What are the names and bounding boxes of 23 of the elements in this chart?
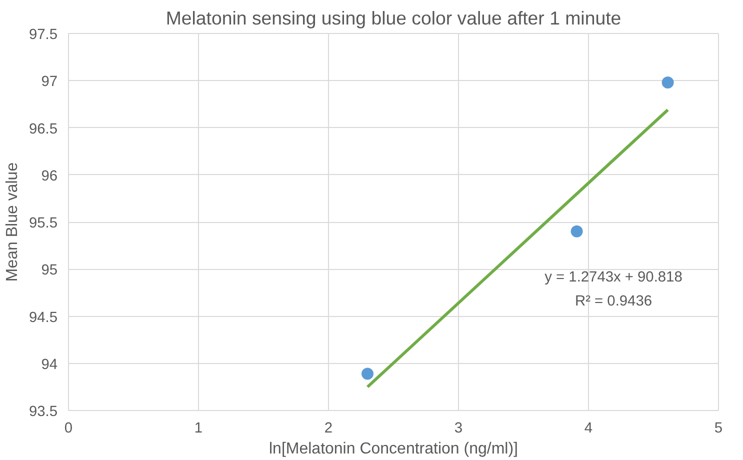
x-tick-label: 1 [194,420,203,436]
point [570,225,583,238]
y-tick-label: 95.5 [28,216,58,232]
x-tick-label: 2 [324,420,333,436]
x-tick-label: 5 [714,420,723,436]
y-tick-label: 96.5 [28,121,58,138]
point [362,368,374,380]
y-tick-label: 94 [41,356,58,373]
x-axis-title: ln[Melatonin Concentration (ng/ml)] [268,440,518,458]
x-tick-label: 0 [64,420,73,436]
y-tick-label: 93.5 [28,404,58,420]
y-tick-label: 97 [41,74,58,90]
chart-title: Melatonin sensing using blue color value after 1 minute [166,8,622,28]
point [662,76,674,88]
y-tick-label: 96 [41,168,58,184]
y-tick-label: 94.5 [28,310,58,326]
annotation: R² = 0.9436 [575,294,652,310]
annotation: y = 1.2743x + 90.818 [544,270,682,286]
y-axis-title: Mean Blue value [4,162,21,282]
x-tick-label: 4 [584,420,593,436]
x-tick-label: 3 [454,420,463,436]
y-tick-label: 97.5 [28,27,58,43]
y-tick-label: 95 [41,262,58,279]
